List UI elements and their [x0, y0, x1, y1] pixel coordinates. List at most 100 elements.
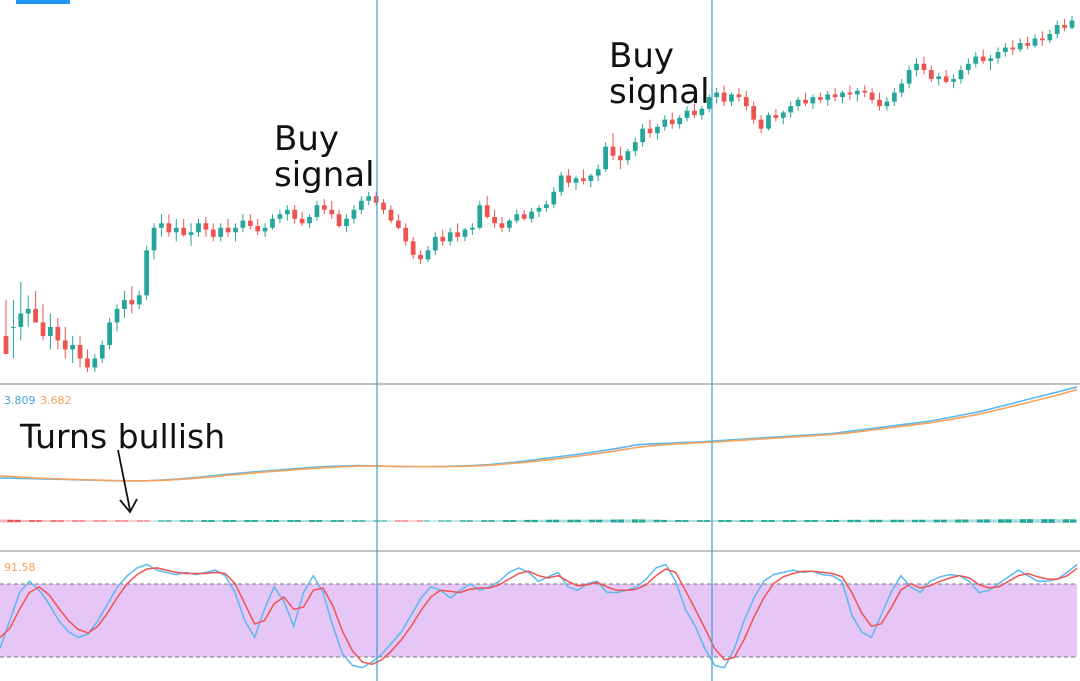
macd-histogram	[0, 519, 1077, 523]
macd-histogram-bar	[330, 520, 337, 522]
macd-histogram-bar	[696, 520, 704, 522]
macd-histogram-bar	[222, 520, 230, 522]
candle	[477, 200, 483, 230]
macd-histogram-bar	[768, 520, 775, 522]
candle	[862, 85, 868, 98]
candle	[810, 94, 816, 109]
macd-histogram-bar	[301, 520, 309, 522]
macd-histogram-bar	[323, 520, 330, 522]
macd-histogram-bar	[1069, 519, 1077, 523]
candle	[507, 218, 512, 233]
macd-histogram-bar	[538, 519, 546, 523]
candle	[492, 209, 497, 228]
candle	[921, 56, 927, 75]
macd-histogram-bar	[165, 520, 172, 522]
macd-histogram-bar	[351, 520, 359, 522]
candle	[773, 108, 779, 122]
candle	[499, 216, 505, 233]
macd-histogram-bar	[775, 520, 783, 522]
macd-histogram-bar	[976, 519, 984, 523]
candle	[788, 101, 794, 118]
candle	[551, 187, 557, 208]
candle	[33, 290, 38, 323]
macd-histogram-bar	[689, 520, 696, 522]
macd-histogram-bar	[631, 519, 639, 523]
candle	[366, 191, 372, 206]
macd-histogram-bar	[825, 520, 833, 522]
macd-histogram-bar	[718, 520, 725, 522]
candle	[77, 335, 83, 368]
macd-histogram-bar	[380, 520, 388, 522]
candle	[595, 164, 601, 181]
macd-histogram-bar	[847, 519, 854, 523]
macd-histogram-bar	[107, 520, 115, 522]
macd-histogram-bar	[172, 520, 179, 522]
candle	[573, 175, 579, 190]
candle	[692, 103, 697, 118]
candle	[958, 65, 964, 84]
candle	[906, 65, 912, 89]
candle	[751, 101, 757, 125]
macd-histogram-bar	[832, 519, 840, 523]
macd-histogram-bar	[57, 520, 65, 522]
candle	[869, 88, 875, 104]
macd-histogram-bar	[919, 519, 926, 523]
candle	[99, 340, 105, 363]
macd-histogram-bar	[258, 520, 266, 522]
macd-histogram-bar	[667, 519, 675, 523]
candle	[144, 245, 150, 300]
candle	[351, 205, 357, 224]
macd-histogram-bar	[617, 519, 625, 523]
macd-signal-line	[0, 388, 1078, 482]
candle	[1047, 29, 1053, 44]
macd-histogram-bar	[201, 520, 208, 522]
candle	[151, 223, 157, 260]
macd-histogram-bar	[1062, 519, 1070, 523]
macd-histogram-bar	[911, 519, 919, 523]
candle	[677, 115, 683, 129]
candle	[166, 214, 172, 237]
candle	[943, 70, 949, 84]
macd-histogram-bar	[782, 520, 790, 522]
candle	[1062, 18, 1067, 32]
buy-signal-2-line2: signal	[609, 72, 710, 112]
candle	[299, 211, 305, 226]
candle	[381, 198, 386, 215]
macd-histogram-bar	[725, 520, 732, 522]
macd-histogram-bar	[28, 520, 36, 522]
candle	[544, 200, 549, 212]
candle	[455, 223, 460, 242]
macd-histogram-bar	[875, 519, 883, 523]
candle	[951, 74, 956, 89]
candle	[980, 49, 986, 64]
candle	[70, 335, 75, 363]
candle	[107, 317, 113, 350]
candle	[514, 209, 520, 224]
candle	[536, 205, 542, 217]
candle	[388, 205, 394, 224]
candle	[928, 65, 934, 82]
macd-histogram-bar	[660, 519, 668, 523]
candle	[484, 196, 490, 219]
macd-histogram-bar	[588, 519, 596, 523]
macd-histogram-bar	[495, 520, 502, 522]
candle	[233, 223, 238, 242]
candle	[11, 299, 16, 359]
macd-histogram-bar	[653, 519, 660, 523]
stoch-k-line	[0, 563, 1078, 669]
candle	[854, 88, 860, 102]
macd-histogram-bar	[359, 520, 366, 522]
candle	[3, 299, 9, 354]
buy-signal-1-line1: Buy	[274, 119, 339, 159]
turns-bullish-label: Turns bullish	[19, 417, 225, 456]
macd-histogram-bar	[524, 519, 531, 523]
candle	[25, 295, 31, 327]
candle	[766, 112, 771, 131]
macd-histogram-bar	[481, 520, 488, 522]
macd-histogram-bar	[639, 519, 646, 523]
macd-pane: 3.809 3.682	[0, 386, 1078, 523]
macd-histogram-bar	[581, 519, 589, 523]
macd-histogram-bar	[387, 520, 395, 522]
macd-histogram-bar	[488, 520, 495, 522]
